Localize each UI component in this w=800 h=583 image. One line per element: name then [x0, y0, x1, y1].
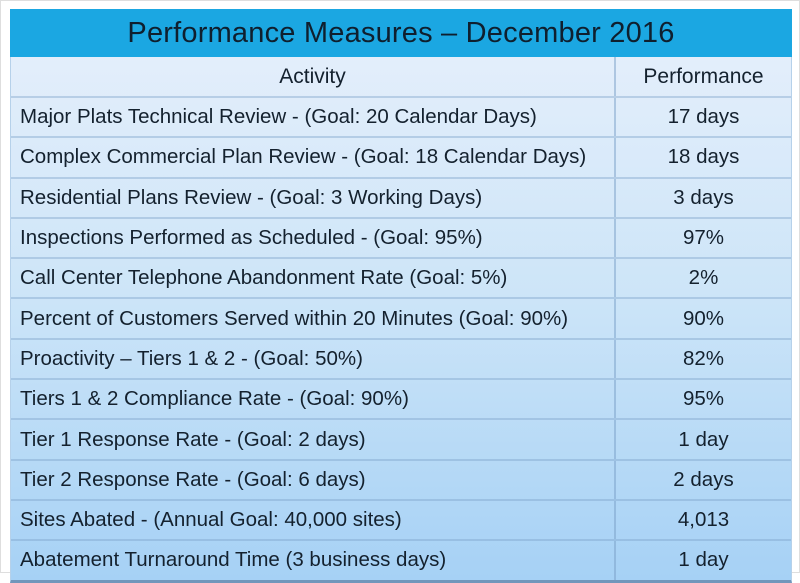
table-grid: Activity Performance Major Plats Technic… — [10, 57, 792, 583]
activity-cell: Tiers 1 & 2 Compliance Rate - (Goal: 90%… — [20, 387, 409, 411]
table-row: Major Plats Technical Review - (Goal: 20… — [11, 96, 791, 137]
activity-cell: Sites Abated - (Annual Goal: 40,000 site… — [20, 508, 402, 532]
column-header-activity: Activity — [279, 64, 346, 88]
activity-cell: Residential Plans Review - (Goal: 3 Work… — [20, 185, 483, 209]
performance-cell: 2 days — [614, 460, 791, 499]
table-title: Performance Measures – December 2016 — [127, 16, 675, 49]
activity-cell: Proactivity – Tiers 1 & 2 - (Goal: 50%) — [20, 346, 363, 370]
performance-cell: 3 days — [614, 178, 791, 217]
performance-cell: 1 day — [614, 541, 791, 580]
table-header-row: Activity Performance — [11, 57, 791, 96]
table-row: Call Center Telephone Abandonment Rate (… — [11, 257, 791, 298]
performance-cell: 2% — [614, 259, 791, 298]
activity-cell: Tier 2 Response Rate - (Goal: 6 days) — [20, 467, 366, 491]
table-row: Complex Commercial Plan Review - (Goal: … — [11, 136, 791, 177]
table-row: Proactivity – Tiers 1 & 2 - (Goal: 50%) 8… — [11, 337, 791, 379]
performance-cell: 1 day — [614, 420, 791, 459]
performance-cell: 17 days — [614, 98, 791, 137]
performance-cell: 90% — [614, 299, 791, 338]
table-row: Abatement Turnaround Time (3 business da… — [11, 539, 791, 580]
table-row: Tier 1 Response Rate - (Goal: 2 days) 1 d… — [11, 418, 791, 459]
table-row: Percent of Customers Served within 20 Mi… — [11, 297, 791, 338]
activity-cell: Percent of Customers Served within 20 Mi… — [20, 306, 569, 330]
performance-cell: 18 days — [614, 138, 791, 177]
table-row: Sites Abated - (Annual Goal: 40,000 site… — [11, 498, 791, 540]
activity-cell: Major Plats Technical Review - (Goal: 20… — [20, 105, 537, 129]
activity-cell: Complex Commercial Plan Review - (Goal: … — [20, 145, 587, 169]
activity-cell: Inspections Performed as Scheduled - (Go… — [20, 226, 483, 250]
table-body: Major Plats Technical Review - (Goal: 20… — [11, 96, 791, 580]
performance-cell: 95% — [614, 380, 791, 419]
activity-cell: Call Center Telephone Abandonment Rate (… — [20, 266, 508, 290]
activity-cell: Tier 1 Response Rate - (Goal: 2 days) — [20, 427, 366, 451]
column-header-performance: Performance — [614, 57, 791, 96]
performance-cell: 82% — [614, 339, 791, 379]
table-row: Tier 2 Response Rate - (Goal: 6 days) 2 d… — [11, 458, 791, 499]
activity-cell: Abatement Turnaround Time (3 business da… — [20, 548, 447, 572]
performance-cell: 4,013 — [614, 500, 791, 540]
performance-cell: 97% — [614, 218, 791, 258]
table-row: Tiers 1 & 2 Compliance Rate - (Goal: 90%… — [11, 378, 791, 419]
table-row: Residential Plans Review - (Goal: 3 Work… — [11, 176, 791, 217]
table-title-bar: Performance Measures – December 2016 — [10, 9, 792, 57]
table-row: Inspections Performed as Scheduled - (Go… — [11, 216, 791, 258]
performance-table: Performance Measures – December 2016 Act… — [10, 9, 792, 583]
